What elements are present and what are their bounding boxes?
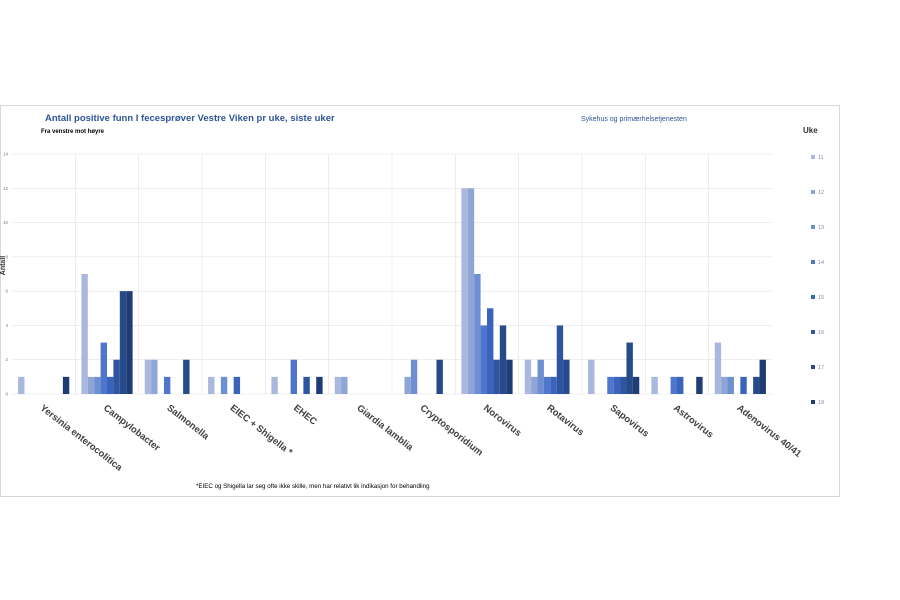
bar — [626, 342, 633, 394]
bar — [341, 376, 348, 394]
bar — [334, 376, 342, 394]
legend-label: 18 — [818, 400, 824, 406]
bar — [290, 359, 297, 394]
x-tick-label: Rotavirus — [544, 403, 585, 439]
y-tick-label: 10 — [3, 220, 9, 225]
legend-label: 12 — [818, 190, 824, 196]
legend-label: 14 — [818, 260, 824, 266]
legend-title: Uke — [803, 126, 818, 135]
x-tick-label: Giardia lamblia — [354, 403, 415, 454]
y-tick-label: 6 — [5, 289, 8, 294]
x-tick-label: Salmonella — [164, 403, 211, 443]
x-tick-label: Sapovirus — [608, 403, 651, 440]
bar — [721, 376, 728, 394]
bar — [467, 188, 475, 394]
bar — [651, 376, 658, 394]
bar — [670, 376, 677, 394]
bar — [563, 359, 570, 394]
y-tick-label: 0 — [5, 392, 8, 397]
bar — [119, 291, 127, 394]
bar — [537, 359, 544, 394]
legend-swatch — [811, 225, 815, 229]
bar — [696, 376, 703, 394]
legend-swatch — [811, 260, 815, 264]
footnote: *EIEC og Shigella lar seg ofte ikke skil… — [196, 483, 430, 490]
bar — [588, 359, 595, 394]
bar — [493, 359, 500, 394]
y-tick-label: 12 — [3, 186, 9, 191]
bar — [163, 376, 171, 394]
bar — [113, 359, 120, 394]
bar — [487, 308, 494, 394]
y-tick-label: 4 — [5, 323, 8, 328]
legend-label: 13 — [818, 225, 824, 231]
bar — [94, 376, 101, 394]
bar — [81, 274, 88, 394]
bar — [499, 325, 507, 394]
bar — [461, 188, 468, 394]
bar — [208, 376, 215, 394]
bar — [87, 376, 95, 394]
legend-label: 11 — [818, 155, 824, 161]
legend-label: 15 — [818, 295, 824, 301]
y-tick-label: 14 — [3, 152, 9, 157]
legend-label: 17 — [818, 365, 824, 371]
bar — [556, 325, 564, 394]
chart-frame — [0, 105, 840, 497]
bar — [524, 359, 532, 394]
bar — [740, 376, 747, 394]
bar — [677, 376, 684, 394]
bar — [714, 342, 722, 394]
x-tick-label: EHEC — [291, 403, 319, 428]
bar — [543, 376, 551, 394]
bar — [107, 376, 114, 394]
bar — [100, 342, 107, 394]
bar — [220, 376, 228, 394]
bar — [410, 359, 418, 394]
bar — [480, 325, 487, 394]
bar — [316, 376, 323, 394]
bar — [271, 376, 278, 394]
chart-title: Antall positive funn I fecesprøver Vestr… — [45, 113, 335, 124]
bar — [632, 376, 640, 394]
y-tick-label: 2 — [5, 357, 8, 362]
bar — [727, 376, 734, 394]
x-tick-label: EIEC + Shigella * — [228, 403, 295, 458]
legend-swatch — [811, 295, 815, 299]
legend-swatch — [811, 330, 815, 334]
legend-swatch — [811, 190, 815, 194]
x-tick-label: Campylobacter — [101, 403, 162, 454]
bar — [151, 359, 158, 394]
y-tick-label: 8 — [5, 254, 8, 259]
bar — [233, 376, 241, 394]
bar — [759, 359, 766, 394]
x-tick-label: Astrovirus — [671, 403, 715, 441]
chart-subtitle: Fra venstre mot høyre — [41, 129, 105, 135]
x-tick-label: Adenovirus 40/41 — [734, 403, 803, 461]
legend-swatch — [811, 155, 815, 159]
bar — [607, 376, 614, 394]
bar — [550, 376, 557, 394]
bar — [126, 291, 133, 394]
x-tick-label: Cryptosporidium — [418, 403, 485, 459]
bar — [613, 376, 621, 394]
bar — [506, 359, 513, 394]
legend-swatch — [811, 365, 815, 369]
bar — [436, 359, 443, 394]
bar — [753, 376, 760, 394]
bar — [303, 376, 310, 394]
bar — [183, 359, 190, 394]
bar — [404, 376, 411, 394]
bar — [144, 359, 152, 394]
bar — [18, 376, 25, 394]
bar — [531, 376, 538, 394]
bar — [474, 274, 481, 394]
legend-label: 16 — [818, 330, 824, 336]
bar — [62, 376, 70, 394]
x-tick-label: Norovirus — [481, 403, 523, 439]
scope-label: Sykehus og primærhelsetjenesten — [581, 116, 687, 123]
bar — [620, 376, 627, 394]
legend-swatch — [811, 400, 815, 404]
